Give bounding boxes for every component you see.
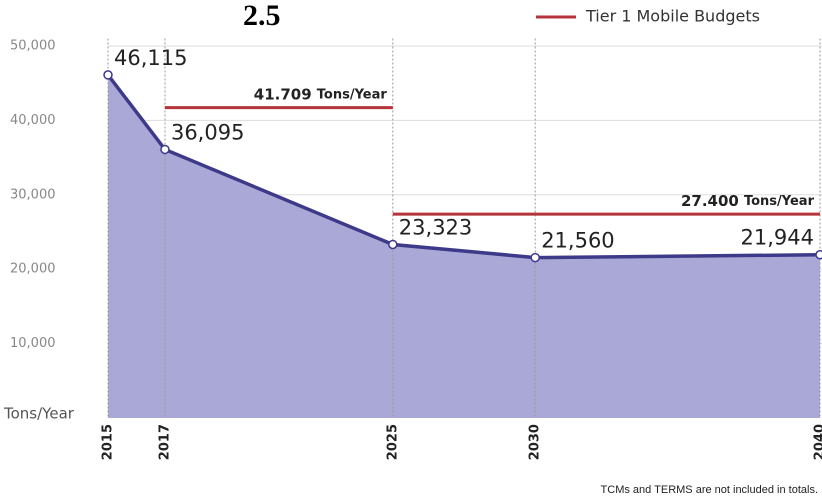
y-tick-label: 30,000 [10,187,56,202]
budget-unit: Tons/Year [317,87,388,102]
y-tick-label: 20,000 [10,262,56,277]
point [388,239,398,250]
x-tick-label: 2017 [157,424,172,460]
area [108,74,820,418]
budget-unit: Tons/Year [744,194,815,209]
legend-label: Tier 1 Mobile Budgets [585,7,760,26]
data-label: 21,560 [541,229,614,253]
budget-label: 41.709 Tons/Year [254,84,388,103]
y-tick-label: 40,000 [10,113,56,128]
budget-value: 27.400 [681,192,739,210]
budget-label: 27.400 Tons/Year [681,191,815,210]
chart-title: 2.5 [243,0,281,32]
y-tick-label: 10,000 [10,336,56,351]
point [160,144,170,155]
x-tick-label: 2040 [813,424,822,460]
data-label: 46,115 [114,46,187,70]
budget-value: 41.709 [254,85,312,103]
footnote: TCMs and TERMS are not included in total… [601,484,818,496]
point [815,249,822,260]
data-label: 21,944 [741,226,814,250]
y-axis-label: Tons/Year [3,405,75,423]
point [103,70,113,80]
x-tick-label: 2025 [385,424,400,460]
data-label: 36,095 [171,120,244,144]
x-tick-label: 2015 [101,424,116,460]
data-label: 23,323 [399,215,472,239]
y-tick-label: 50,000 [10,39,56,54]
point [530,252,540,263]
x-tick-label: 2030 [528,424,543,460]
